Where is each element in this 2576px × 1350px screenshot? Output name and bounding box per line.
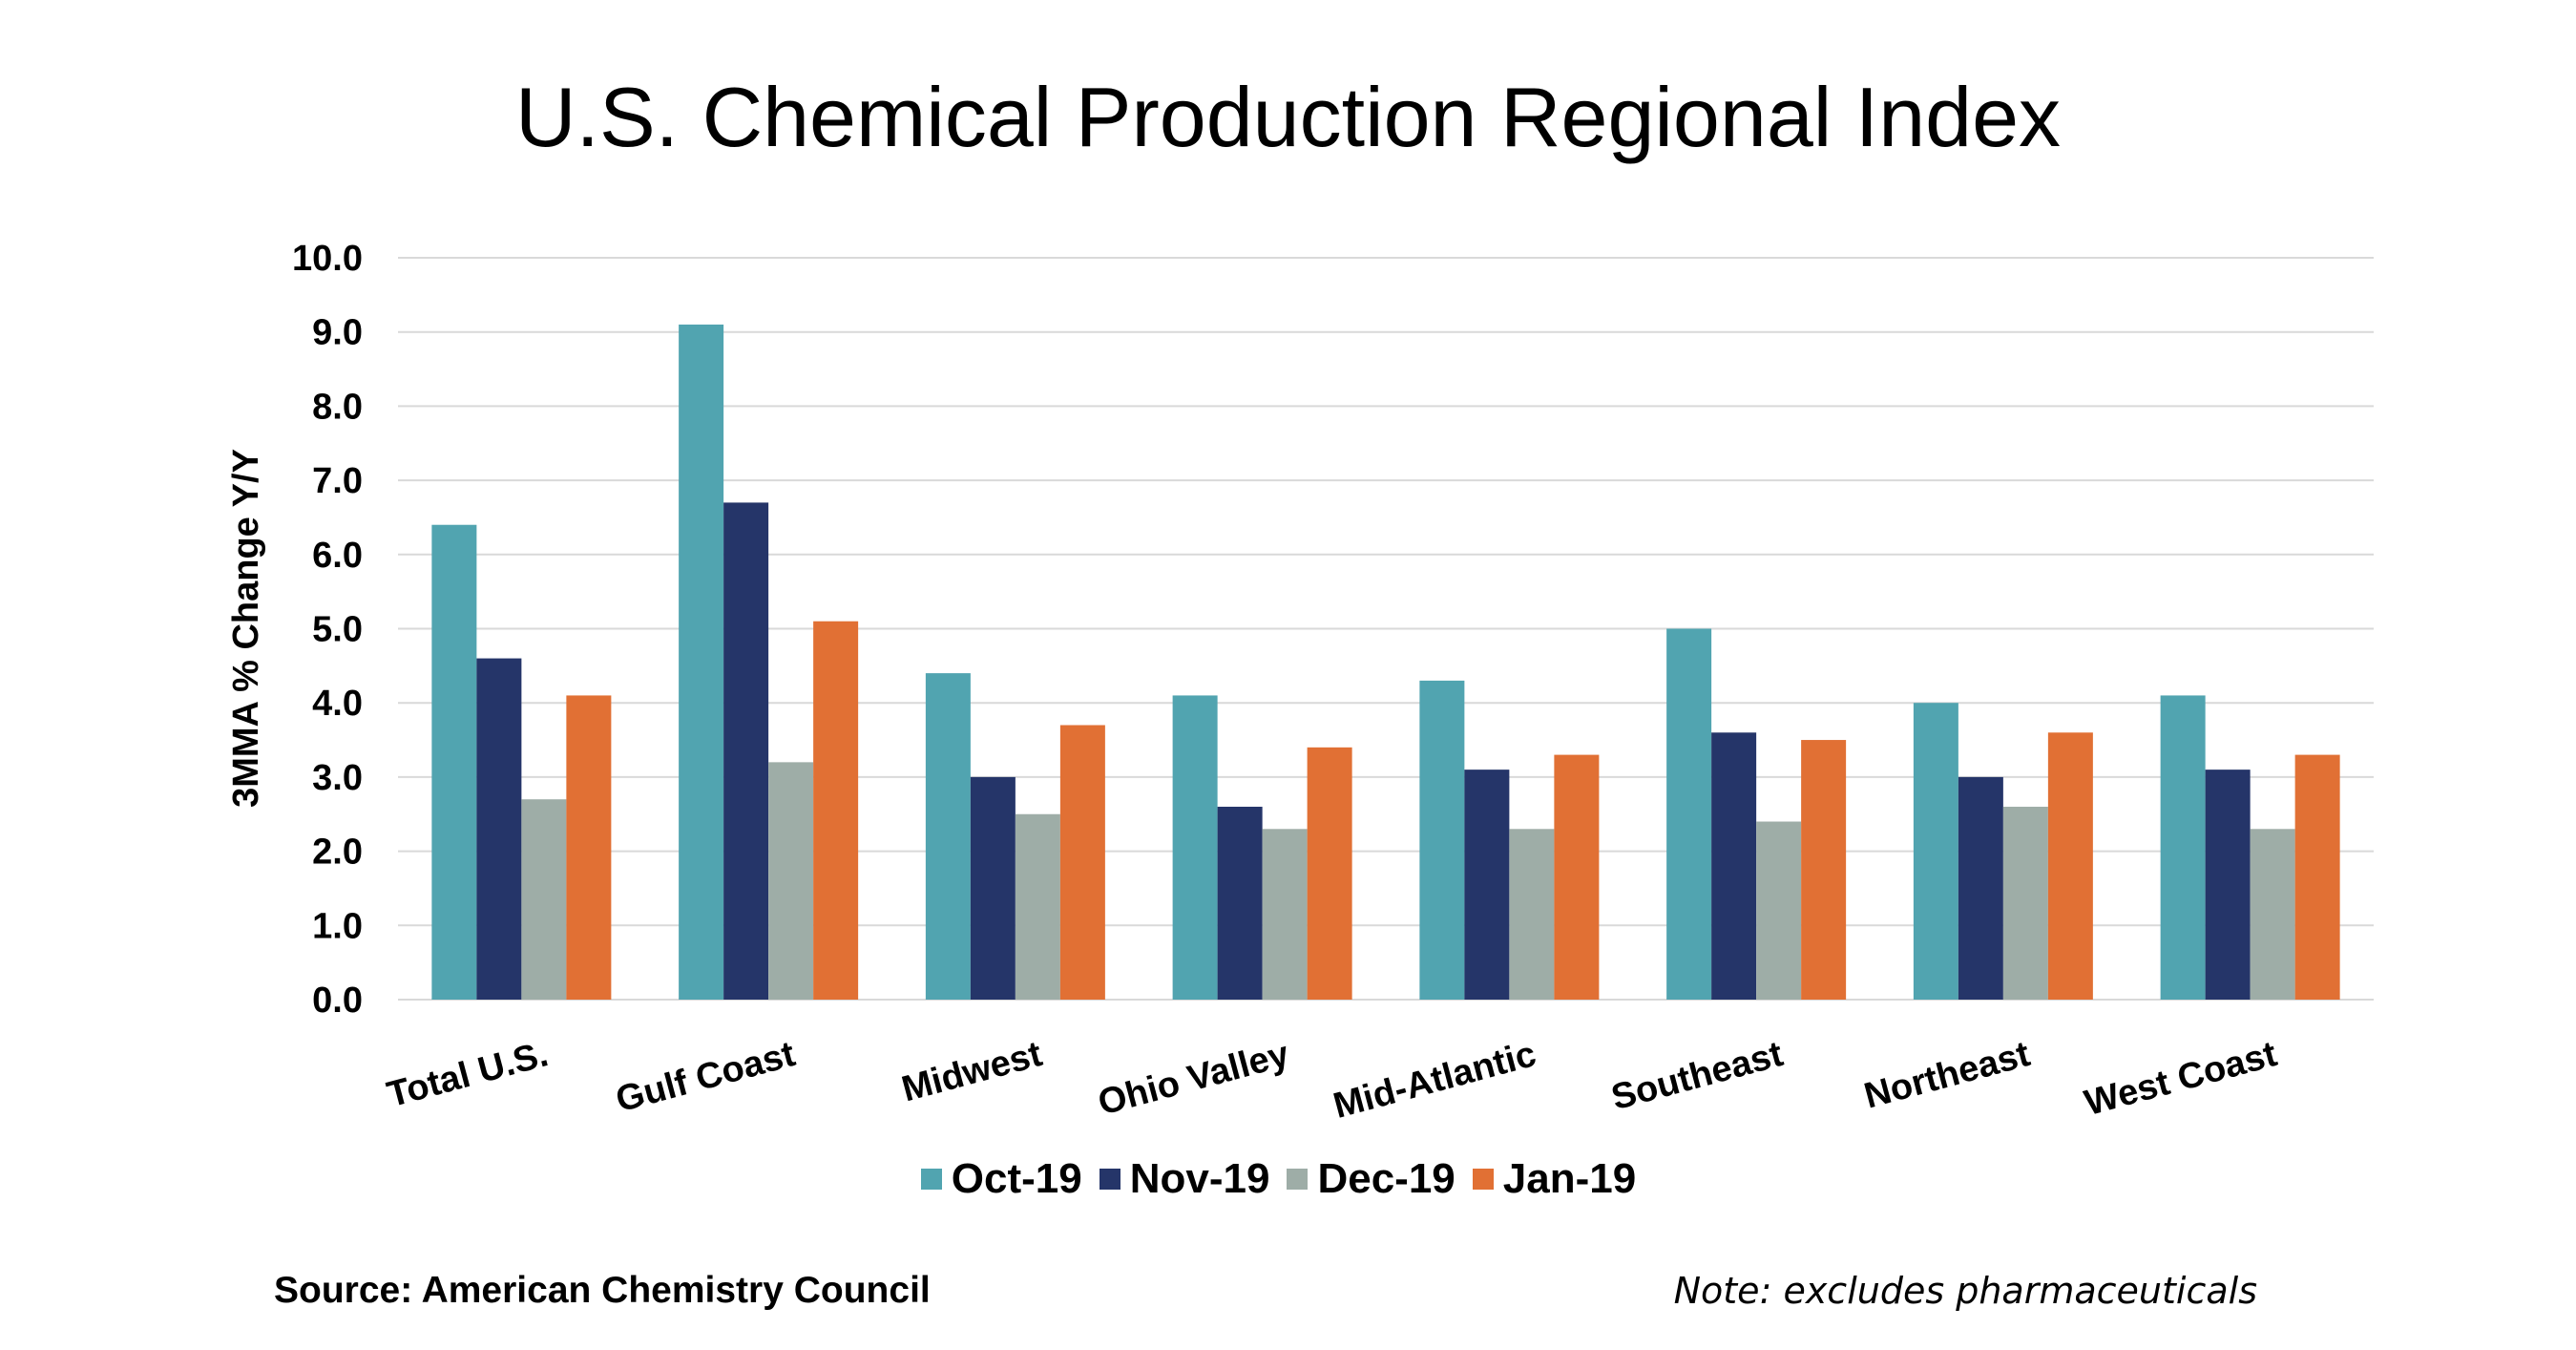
x-tick-label: Mid-Atlantic [1330,1034,1540,1127]
y-tick-label: 4.0 [312,684,363,724]
legend-swatch [1287,1169,1309,1190]
legend-label: Jan-19 [1502,1155,1637,1202]
legend-item: Oct-19 [920,1155,1082,1203]
y-tick-label: 7.0 [312,461,363,501]
bar-chart: 0.0 1.0 2.0 3.0 4.0 5.0 6.0 7.0 8.0 9.0 10.0 Total… [226,239,2374,1127]
bar-dec-19-total-u-s- [521,799,567,1000]
chart-title: U.S. Chemical Production Regional Index [514,70,2062,164]
bar-nov-19-total-u-s- [476,658,522,1000]
x-tick-label: Midwest [898,1034,1047,1109]
x-tick-label: Total U.S. [383,1034,552,1115]
bar-nov-19-mid-atlantic [1464,770,1510,1000]
x-tick-label: Gulf Coast [612,1034,800,1120]
legend-item: Nov-19 [1099,1155,1270,1203]
bar-jan-19-northeast [2047,732,2093,1000]
bar-oct-19-west-coast [2160,695,2206,1000]
bar-dec-19-west-coast [2250,829,2295,1000]
bar-nov-19-midwest [970,776,1016,1000]
bars [431,324,2340,1000]
bar-jan-19-gulf-coast [813,621,859,1000]
bar-nov-19-southeast [1711,732,1757,1000]
bar-jan-19-southeast [1801,740,1847,1000]
bar-dec-19-midwest [1015,813,1060,1000]
x-tick-label: Northeast [1860,1034,2035,1117]
bar-jan-19-mid-atlantic [1554,754,1600,1000]
legend-label: Dec-19 [1317,1155,1456,1202]
bar-nov-19-northeast [1958,776,2003,1000]
bar-jan-19-west-coast [2294,754,2340,1000]
legend-label: Nov-19 [1129,1155,1270,1202]
bar-oct-19-southeast [1666,628,1712,1000]
y-tick-label: 10.0 [292,239,363,279]
x-tick-label: Ohio Valley [1094,1034,1293,1124]
legend-item: Dec-19 [1287,1155,1456,1203]
y-tick-label: 0.0 [312,981,363,1021]
bar-jan-19-ohio-valley [1307,747,1352,1000]
y-tick-label: 9.0 [312,313,363,353]
bar-oct-19-midwest [925,673,971,1000]
y-axis-ticks: 0.0 1.0 2.0 3.0 4.0 5.0 6.0 7.0 8.0 9.0 10.0 [292,239,363,1021]
y-tick-label: 8.0 [312,387,363,427]
y-tick-label: 3.0 [312,758,363,798]
legend-swatch [920,1169,942,1190]
x-tick-label: West Coast [2081,1034,2281,1124]
legend-item: Jan-19 [1472,1155,1637,1203]
legend-swatch [1099,1169,1120,1190]
legend-label: Oct-19 [951,1155,1082,1202]
bar-dec-19-southeast [1756,821,1802,1000]
bar-dec-19-mid-atlantic [1509,829,1555,1000]
y-tick-label: 5.0 [312,610,363,650]
bar-nov-19-gulf-coast [723,502,769,1000]
bar-dec-19-gulf-coast [768,762,814,1000]
legend: Oct-19 Nov-19 Dec-19 Jan-19 [0,1155,2576,1203]
bar-nov-19-west-coast [2205,770,2251,1000]
bar-dec-19-northeast [2002,806,2048,1000]
bar-dec-19-ohio-valley [1262,829,1308,1000]
footnote: Note: excludes pharmaceuticals [1673,1270,2257,1312]
bar-nov-19-ohio-valley [1217,806,1263,1000]
bar-jan-19-total-u-s- [566,695,612,1000]
bar-oct-19-total-u-s- [431,524,477,1000]
bar-jan-19-midwest [1059,725,1105,1000]
y-axis-label: 3MMA % Change Y/Y [226,449,266,808]
x-axis-ticks: Total U.S. Gulf Coast Midwest Ohio Valley Mi… [383,1034,2281,1127]
bar-oct-19-gulf-coast [679,324,724,1000]
legend-swatch [1472,1169,1494,1190]
bar-oct-19-ohio-valley [1172,695,1218,1000]
y-tick-label: 6.0 [312,536,363,576]
y-tick-label: 1.0 [312,906,363,946]
source-note: Source: American Chemistry Council [274,1270,931,1311]
bar-oct-19-mid-atlantic [1419,680,1465,1000]
x-tick-label: Southeast [1607,1034,1788,1118]
y-tick-label: 2.0 [312,833,363,873]
bar-oct-19-northeast [1913,703,1958,1000]
